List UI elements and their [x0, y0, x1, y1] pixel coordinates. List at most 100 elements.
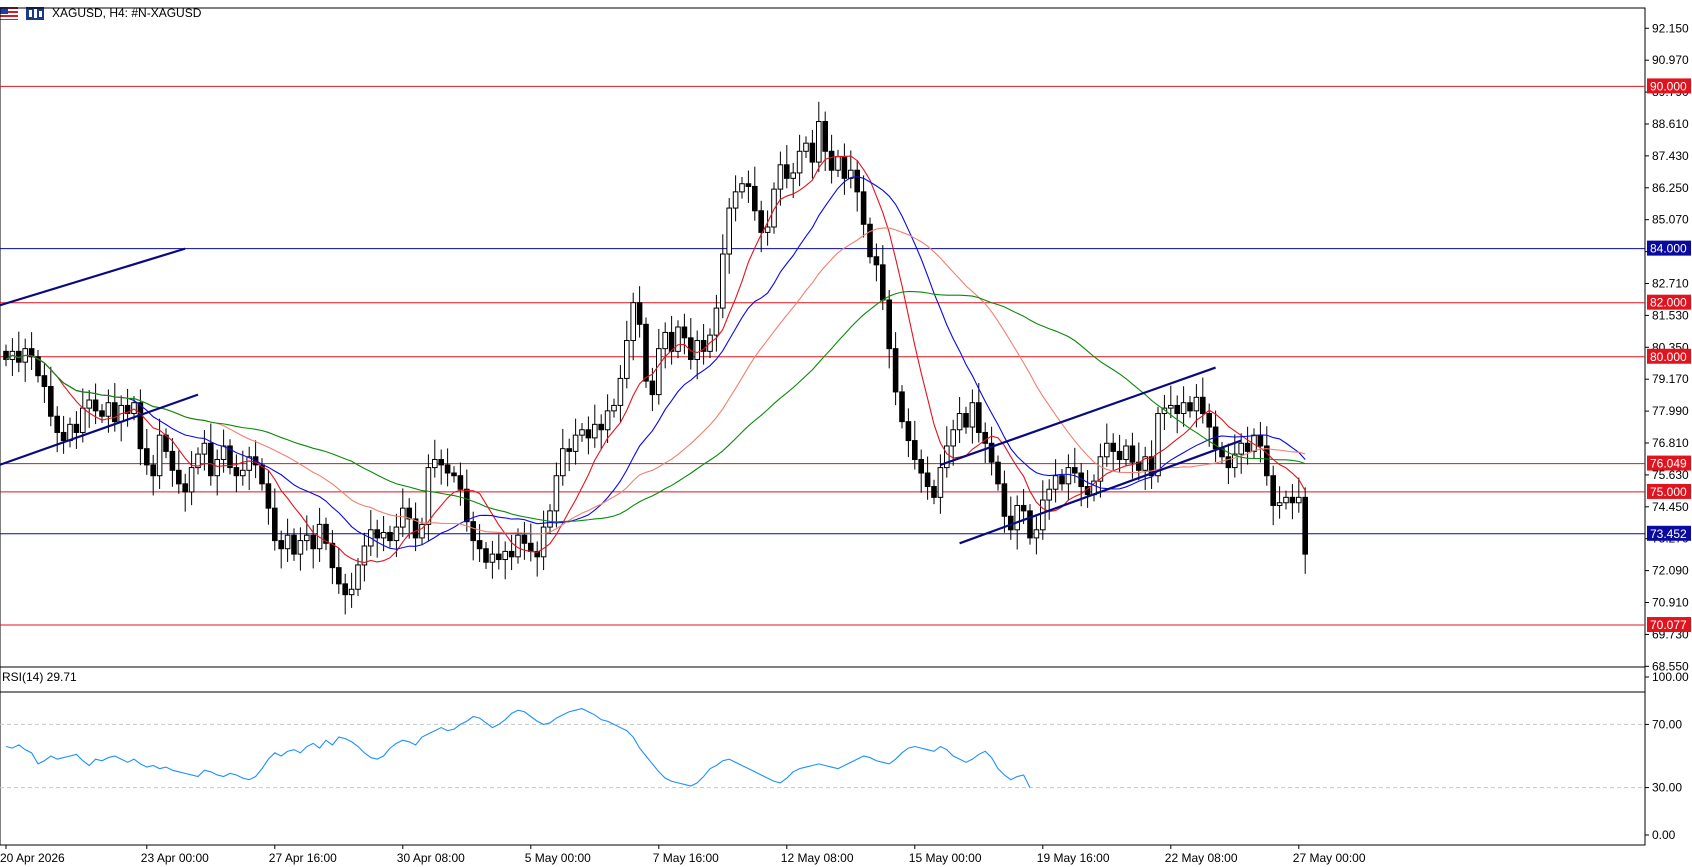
candle-body	[1276, 502, 1283, 506]
candle-body	[1193, 396, 1200, 412]
candle-body	[1238, 442, 1245, 455]
x-tick-label: 12 May 08:00	[781, 851, 854, 865]
candle-body	[1200, 396, 1206, 415]
candle-body	[848, 169, 854, 179]
y-tick-label: 92.150	[1652, 21, 1689, 35]
candle-body	[380, 531, 387, 539]
candle-body	[476, 540, 483, 550]
x-tick-label: 7 May 16:00	[653, 851, 719, 865]
rsi-label: RSI(14) 29.71	[2, 670, 77, 684]
candle-body	[560, 448, 566, 477]
candle-body	[182, 483, 188, 493]
candle-body	[1027, 510, 1033, 539]
candle-body	[374, 529, 380, 539]
candle-body	[841, 156, 848, 179]
candle-body	[144, 448, 150, 466]
candle-body	[1161, 407, 1168, 415]
candle-body	[272, 507, 278, 542]
candle-body	[886, 299, 893, 350]
candle-body	[131, 402, 137, 415]
candle-body	[419, 523, 425, 539]
price-level-tag	[1647, 455, 1691, 471]
candle-body	[438, 458, 444, 466]
candle-body	[617, 377, 624, 406]
candle-body	[572, 434, 579, 452]
x-tick-label: 27 Apr 16:00	[269, 851, 337, 865]
candle-body	[406, 507, 412, 520]
candle-body	[483, 548, 489, 563]
candle-body	[860, 191, 867, 225]
price-level-label: 82.000	[1650, 296, 1687, 310]
candle-body	[720, 253, 726, 309]
y-tick-label: 68.550	[1652, 659, 1689, 673]
candle-body	[809, 142, 816, 163]
candle-body	[137, 402, 144, 450]
price-level-label: 70.077	[1650, 618, 1687, 632]
candle-body	[1232, 453, 1238, 469]
price-level-tag	[1647, 483, 1691, 499]
candle-body	[41, 375, 48, 387]
candle-body	[937, 467, 944, 498]
candle-body	[713, 307, 720, 336]
price-level-label: 76.049	[1650, 457, 1687, 471]
candle-body	[233, 467, 240, 477]
candle-body	[387, 531, 393, 542]
candle-body	[924, 472, 931, 488]
candle-body	[361, 545, 368, 566]
candle-body	[649, 380, 656, 396]
y-tick-label: 72.090	[1652, 564, 1689, 578]
candle-body	[521, 534, 528, 544]
candle-body	[956, 413, 963, 431]
candle-body	[99, 410, 105, 417]
x-tick-label: 22 May 08:00	[1165, 851, 1238, 865]
candle-body	[35, 356, 41, 377]
candle-body	[790, 172, 797, 179]
candle-body	[604, 410, 611, 431]
candle-body	[976, 402, 982, 433]
candle-body	[1072, 467, 1078, 474]
x-tick-label: 15 May 00:00	[909, 851, 982, 865]
candle-body	[470, 521, 476, 542]
candle-body	[342, 583, 348, 596]
candle-body	[643, 323, 649, 382]
candle-body	[547, 510, 553, 528]
price-level-tag	[1647, 617, 1691, 633]
price-level-label: 90.000	[1650, 79, 1687, 93]
candle-body	[854, 169, 861, 193]
candle-body	[1257, 434, 1264, 447]
candle-body	[284, 534, 291, 550]
candle-body	[1155, 413, 1161, 477]
candle-body	[1001, 483, 1008, 517]
candle-body	[227, 445, 233, 469]
rsi-tick-label: 100.00	[1652, 670, 1689, 684]
candle-body	[771, 188, 777, 228]
candle-body	[310, 534, 316, 550]
candle-body	[739, 183, 745, 193]
candle-body	[54, 415, 61, 433]
y-tick-label: 70.910	[1652, 596, 1689, 610]
candle-body	[124, 404, 131, 415]
candle-body	[1302, 496, 1309, 555]
chart-type-icon	[26, 6, 44, 20]
candle-body	[988, 442, 995, 463]
y-tick-label: 76.810	[1652, 436, 1689, 450]
candle-body	[105, 402, 112, 417]
candle-body	[1174, 404, 1181, 415]
y-tick-label: 87.430	[1652, 149, 1689, 163]
candle-body	[432, 458, 438, 469]
candle-body	[982, 431, 989, 444]
candle-body	[534, 550, 541, 558]
y-tick-label: 75.630	[1652, 468, 1689, 482]
candle-body	[752, 185, 758, 212]
candle-body	[1046, 488, 1053, 501]
candle-body	[291, 534, 297, 555]
candle-body	[1014, 504, 1021, 531]
candle-body	[188, 467, 195, 493]
candle-body	[777, 164, 784, 190]
price-level-label: 75.000	[1650, 485, 1687, 499]
candle-body	[598, 423, 605, 431]
candle-body	[566, 448, 573, 452]
candle-body	[316, 523, 323, 550]
